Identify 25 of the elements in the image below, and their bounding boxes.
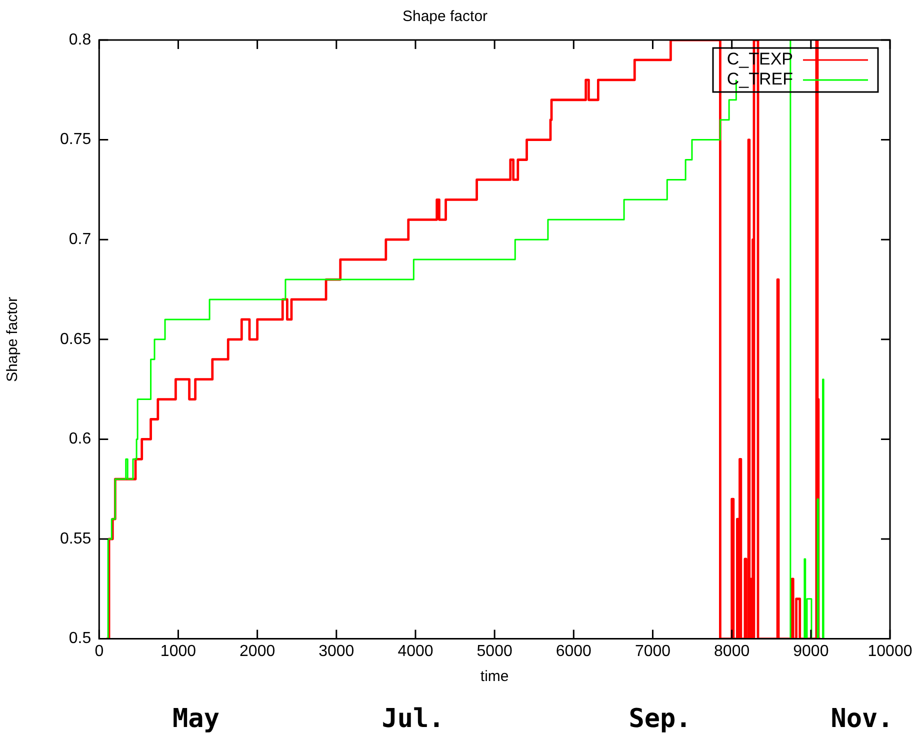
x-tick-label: 8000: [714, 642, 750, 660]
x-tick-label: 2000: [240, 642, 276, 660]
y-tick-label: 0.75: [60, 131, 92, 148]
text: Nov.: [830, 704, 894, 734]
text: Sep.: [628, 704, 692, 734]
text: Jul.: [382, 704, 444, 734]
y-tick-label: 0.65: [60, 330, 92, 348]
text: May: [172, 704, 220, 734]
x-tick-label: 9000: [793, 642, 829, 660]
x-tick-label: 0: [94, 642, 104, 660]
x-tick-label: 10000: [868, 642, 912, 660]
x-tick-label: 4000: [398, 642, 434, 660]
y-tick-label: 0.7: [68, 231, 92, 248]
x-axis-title: time: [480, 668, 509, 686]
x-tick-label: 1000: [160, 642, 196, 660]
x-tick-label: 5000: [476, 642, 512, 660]
y-tick-label: 0.55: [60, 530, 92, 548]
y-tick-label: 0.5: [68, 630, 92, 648]
x-tick-label: 6000: [556, 642, 592, 660]
chart-title: Shape factor: [402, 8, 488, 26]
y-tick-label: 0.8: [68, 31, 92, 48]
x-tick-label: 3000: [318, 642, 354, 660]
x-tick-label: 7000: [634, 642, 671, 660]
y-axis-title: Shape factor: [4, 296, 22, 382]
y-tick-label: 0.6: [68, 430, 92, 448]
